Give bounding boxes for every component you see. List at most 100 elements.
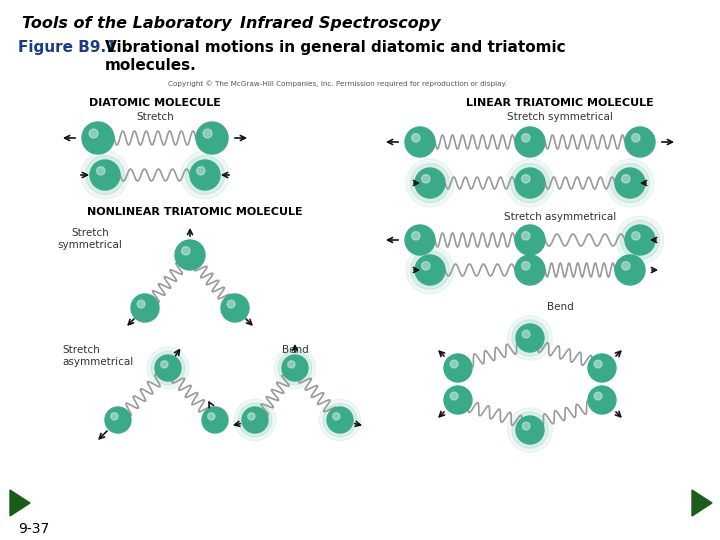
Circle shape	[508, 315, 552, 360]
Circle shape	[319, 399, 361, 441]
Circle shape	[138, 300, 145, 308]
Text: 9-37: 9-37	[18, 522, 49, 536]
Text: Stretch: Stretch	[136, 112, 174, 122]
Circle shape	[96, 167, 105, 175]
Circle shape	[221, 294, 249, 322]
Circle shape	[506, 159, 554, 207]
Circle shape	[105, 407, 131, 433]
Circle shape	[415, 168, 445, 198]
Circle shape	[512, 412, 548, 448]
Circle shape	[521, 133, 530, 142]
Circle shape	[616, 216, 664, 264]
Circle shape	[412, 133, 420, 142]
Circle shape	[625, 225, 655, 255]
Text: Tools of the Laboratory: Tools of the Laboratory	[22, 16, 232, 31]
Circle shape	[422, 261, 430, 270]
Circle shape	[203, 129, 212, 138]
Circle shape	[238, 403, 272, 437]
Circle shape	[323, 403, 357, 437]
Circle shape	[274, 347, 316, 389]
Circle shape	[242, 407, 268, 433]
Text: Bend: Bend	[282, 345, 308, 355]
Circle shape	[186, 156, 225, 194]
Text: Stretch
asymmetrical: Stretch asymmetrical	[62, 345, 133, 367]
Text: Vibrational motions in general diatomic and triatomic: Vibrational motions in general diatomic …	[105, 40, 566, 55]
Text: Copyright © The McGraw-Hill Companies, Inc. Permission required for reproduction: Copyright © The McGraw-Hill Companies, I…	[168, 80, 507, 87]
Circle shape	[625, 127, 655, 157]
Circle shape	[412, 232, 420, 240]
Circle shape	[512, 320, 548, 356]
Text: DIATOMIC MOLECULE: DIATOMIC MOLECULE	[89, 98, 221, 108]
Circle shape	[288, 361, 295, 368]
Polygon shape	[10, 490, 30, 516]
Circle shape	[181, 151, 229, 199]
Circle shape	[161, 361, 168, 368]
Text: Stretch symmetrical: Stretch symmetrical	[507, 112, 613, 122]
Circle shape	[508, 408, 552, 453]
Circle shape	[278, 351, 312, 385]
Text: NONLINEAR TRIATOMIC MOLECULE: NONLINEAR TRIATOMIC MOLECULE	[87, 207, 303, 217]
Circle shape	[248, 413, 255, 420]
Circle shape	[333, 413, 340, 420]
Circle shape	[594, 360, 602, 368]
Circle shape	[131, 294, 159, 322]
Circle shape	[410, 164, 449, 202]
Circle shape	[190, 160, 220, 190]
Circle shape	[202, 407, 228, 433]
Circle shape	[444, 386, 472, 414]
Circle shape	[89, 129, 98, 138]
Circle shape	[155, 355, 181, 381]
Circle shape	[588, 386, 616, 414]
Circle shape	[81, 151, 129, 199]
Circle shape	[208, 413, 215, 420]
Circle shape	[282, 355, 308, 381]
Circle shape	[234, 399, 276, 441]
Circle shape	[621, 220, 660, 260]
Circle shape	[86, 156, 125, 194]
Circle shape	[631, 133, 640, 142]
Circle shape	[406, 246, 454, 294]
Circle shape	[515, 168, 545, 198]
Circle shape	[405, 225, 435, 255]
Polygon shape	[692, 490, 712, 516]
Circle shape	[521, 174, 530, 183]
Circle shape	[82, 122, 114, 154]
Circle shape	[606, 159, 654, 207]
Circle shape	[196, 122, 228, 154]
Circle shape	[621, 261, 630, 270]
Circle shape	[631, 232, 640, 240]
Circle shape	[406, 159, 454, 207]
Circle shape	[197, 167, 205, 175]
Circle shape	[515, 225, 545, 255]
Circle shape	[422, 174, 430, 183]
Circle shape	[111, 413, 118, 420]
Circle shape	[450, 360, 458, 368]
Circle shape	[415, 255, 445, 285]
Circle shape	[588, 354, 616, 382]
Text: Stretch asymmetrical: Stretch asymmetrical	[504, 212, 616, 222]
Circle shape	[444, 354, 472, 382]
Circle shape	[228, 300, 235, 308]
Circle shape	[521, 261, 530, 270]
Text: Bend: Bend	[546, 302, 573, 312]
Circle shape	[615, 255, 645, 285]
Text: Figure B9.1: Figure B9.1	[18, 40, 117, 55]
Circle shape	[147, 347, 189, 389]
Circle shape	[611, 164, 649, 202]
Circle shape	[327, 407, 353, 433]
Text: LINEAR TRIATOMIC MOLECULE: LINEAR TRIATOMIC MOLECULE	[466, 98, 654, 108]
Circle shape	[522, 422, 530, 430]
Circle shape	[405, 127, 435, 157]
Circle shape	[450, 392, 458, 400]
Circle shape	[181, 247, 190, 255]
Circle shape	[175, 240, 205, 270]
Text: Infrared Spectroscopy: Infrared Spectroscopy	[240, 16, 441, 31]
Circle shape	[521, 232, 530, 240]
Circle shape	[621, 174, 630, 183]
Circle shape	[615, 168, 645, 198]
Circle shape	[516, 416, 544, 444]
Circle shape	[510, 164, 549, 202]
Circle shape	[516, 324, 544, 352]
Text: Stretch
symmetrical: Stretch symmetrical	[58, 228, 122, 249]
Circle shape	[151, 351, 185, 385]
